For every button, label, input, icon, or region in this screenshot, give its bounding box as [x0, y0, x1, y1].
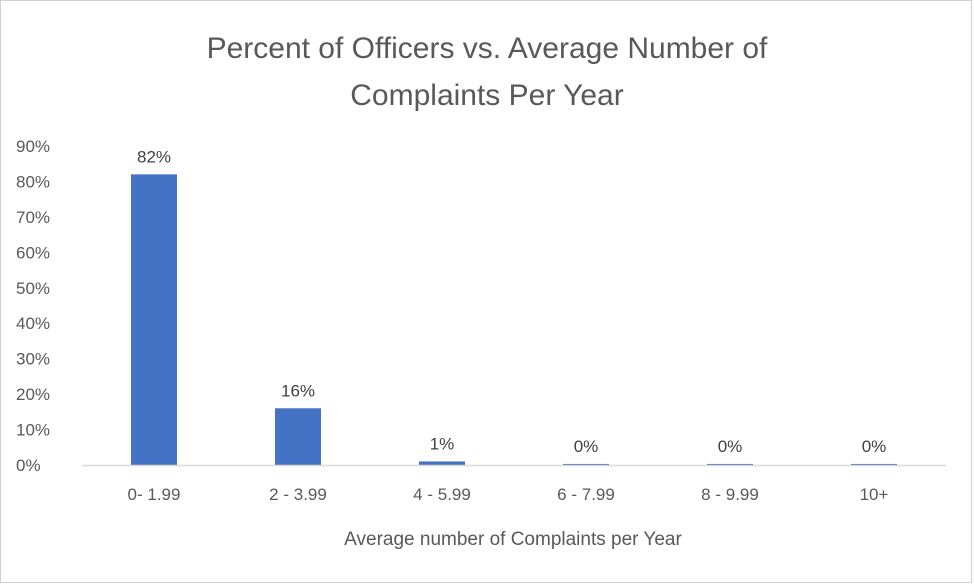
chart-title-line-1: Percent of Officers vs. Average Number o…	[207, 32, 768, 65]
bar	[707, 463, 753, 465]
bar	[419, 461, 465, 465]
y-tick-label: 40%	[16, 314, 50, 333]
y-tick-label: 30%	[16, 350, 50, 369]
data-label: 1%	[430, 434, 455, 453]
x-tick-label: 2 - 3.99	[269, 485, 327, 504]
x-tick-label: 10+	[860, 485, 889, 504]
y-tick-label: 50%	[16, 279, 50, 298]
x-axis-title: Average number of Complaints per Year	[344, 529, 682, 550]
data-label: 0%	[718, 437, 743, 456]
y-tick-label: 80%	[16, 172, 50, 191]
y-axis-tick-labels: 0% 10% 20% 30% 40% 50% 60% 70% 80% 90%	[16, 137, 50, 475]
y-tick-label: 70%	[16, 208, 50, 227]
x-tick-label: 4 - 5.99	[413, 485, 471, 504]
y-tick-label: 60%	[16, 243, 50, 262]
bar	[131, 174, 177, 465]
data-label: 0%	[862, 437, 887, 456]
x-axis-tick-labels: 0- 1.99 2 - 3.99 4 - 5.99 6 - 7.99 8 - 9.99 1…	[128, 485, 889, 504]
bar	[563, 463, 609, 465]
bars	[131, 174, 897, 465]
x-tick-label: 0- 1.99	[128, 485, 181, 504]
bar	[851, 463, 897, 465]
y-tick-label: 10%	[16, 421, 50, 440]
x-tick-label: 8 - 9.99	[701, 485, 759, 504]
data-label: 82%	[137, 147, 171, 166]
y-tick-label: 20%	[16, 385, 50, 404]
bar	[275, 408, 321, 465]
data-label: 0%	[574, 437, 599, 456]
chart-title-line-2: Complaints Per Year	[350, 79, 624, 112]
data-labels: 82% 16% 1% 0% 0% 0%	[137, 147, 886, 456]
x-tick-label: 6 - 7.99	[557, 485, 615, 504]
y-tick-label: 0%	[16, 456, 41, 475]
data-label: 16%	[281, 381, 315, 400]
y-tick-label: 90%	[16, 137, 50, 156]
